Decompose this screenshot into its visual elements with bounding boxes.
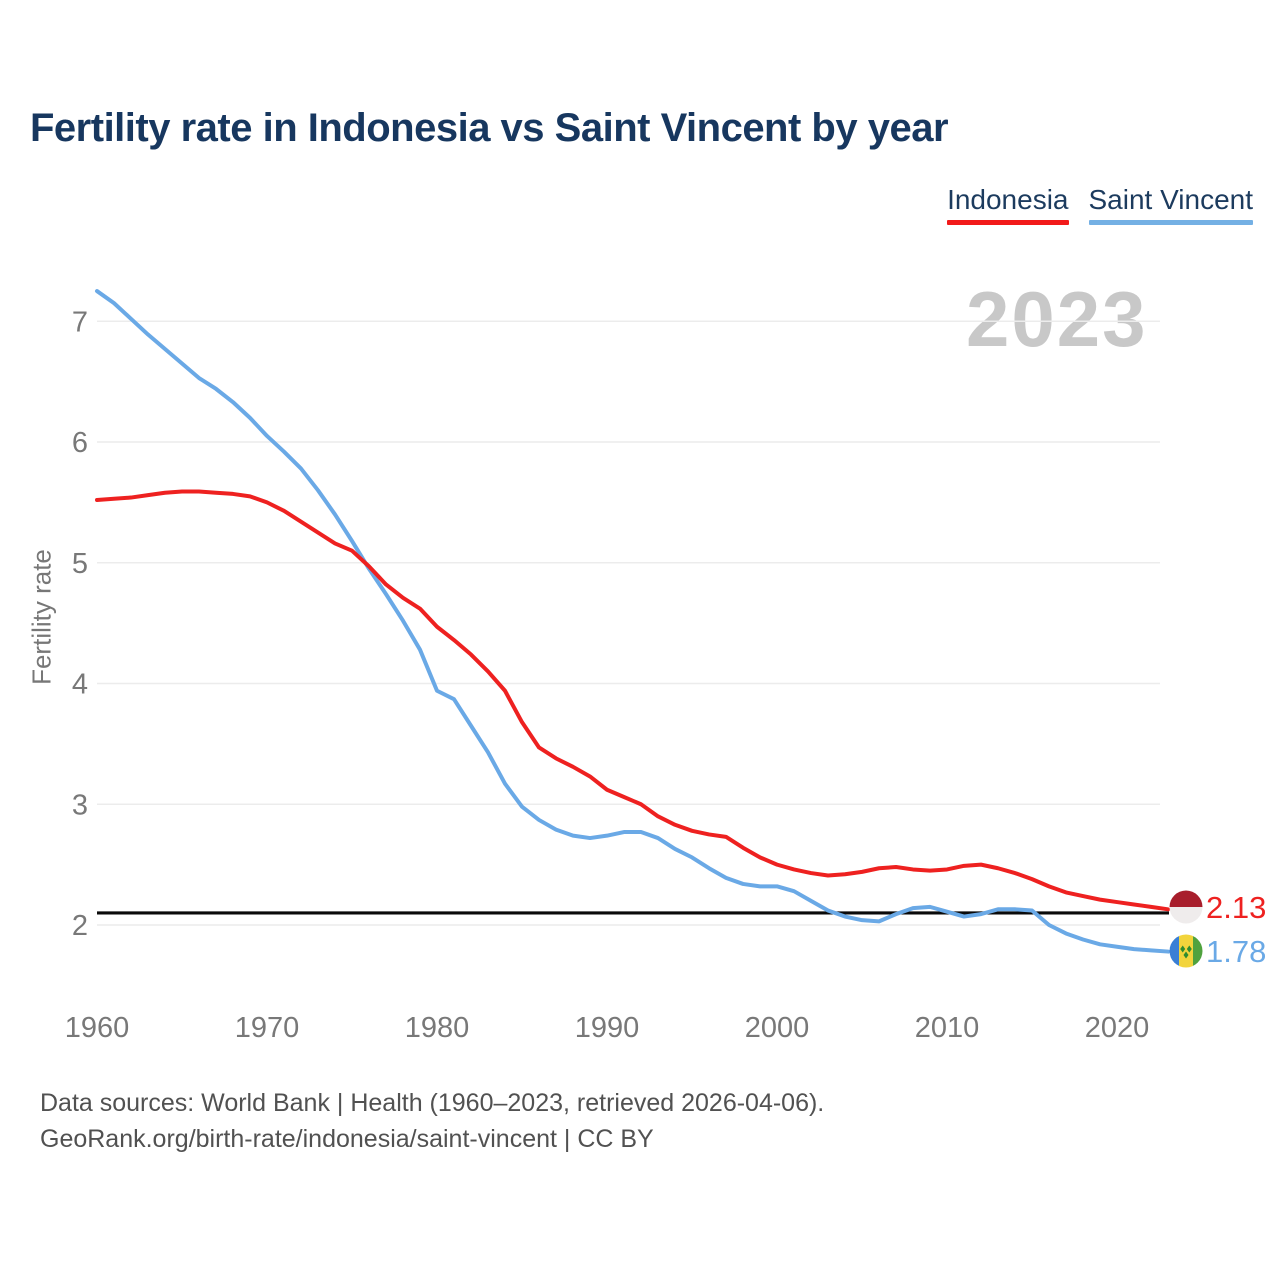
legend-item-indonesia[interactable]: Indonesia xyxy=(947,184,1069,225)
y-axis-title: Fertility rate xyxy=(26,549,57,685)
x-tick-label: 1990 xyxy=(575,1012,640,1044)
attribution-text: GeoRank.org/birth-rate/indonesia/saint-v… xyxy=(40,1125,654,1153)
saint-vincent-flag-icon xyxy=(1169,934,1203,968)
legend-label-saint-vincent: Saint Vincent xyxy=(1088,184,1254,215)
y-tick-label: 5 xyxy=(72,548,88,580)
y-tick-label: 2 xyxy=(72,910,88,942)
x-tick-label: 1960 xyxy=(65,1012,130,1044)
x-tick-label: 1980 xyxy=(405,1012,470,1044)
legend: Indonesia Saint Vincent xyxy=(947,184,1253,225)
series-line-saint-vincent xyxy=(95,289,1170,954)
page-title: Fertility rate in Indonesia vs Saint Vin… xyxy=(30,106,949,150)
indonesia-flag-icon xyxy=(1169,890,1203,924)
saint-vincent-value-label: 1.78 xyxy=(1206,934,1267,969)
x-tick-label: 2020 xyxy=(1085,1012,1150,1044)
legend-label-indonesia: Indonesia xyxy=(947,184,1069,215)
x-tick-label: 1970 xyxy=(235,1012,300,1044)
y-tick-label: 6 xyxy=(72,427,88,459)
data-sources-text: Data sources: World Bank | Health (1960–… xyxy=(40,1089,825,1117)
y-tick-label: 4 xyxy=(72,669,88,701)
y-tick-label: 7 xyxy=(72,306,88,338)
series-line-indonesia xyxy=(95,489,1170,912)
indonesia-value-label: 2.13 xyxy=(1206,890,1267,925)
x-tick-label: 2010 xyxy=(915,1012,980,1044)
year-watermark: 2023 xyxy=(966,275,1148,363)
legend-item-saint-vincent[interactable]: Saint Vincent xyxy=(1088,184,1254,225)
y-tick-label: 3 xyxy=(72,789,88,821)
legend-underline-indonesia xyxy=(947,220,1069,225)
legend-underline-saint-vincent xyxy=(1088,220,1253,225)
x-tick-label: 2000 xyxy=(745,1012,810,1044)
